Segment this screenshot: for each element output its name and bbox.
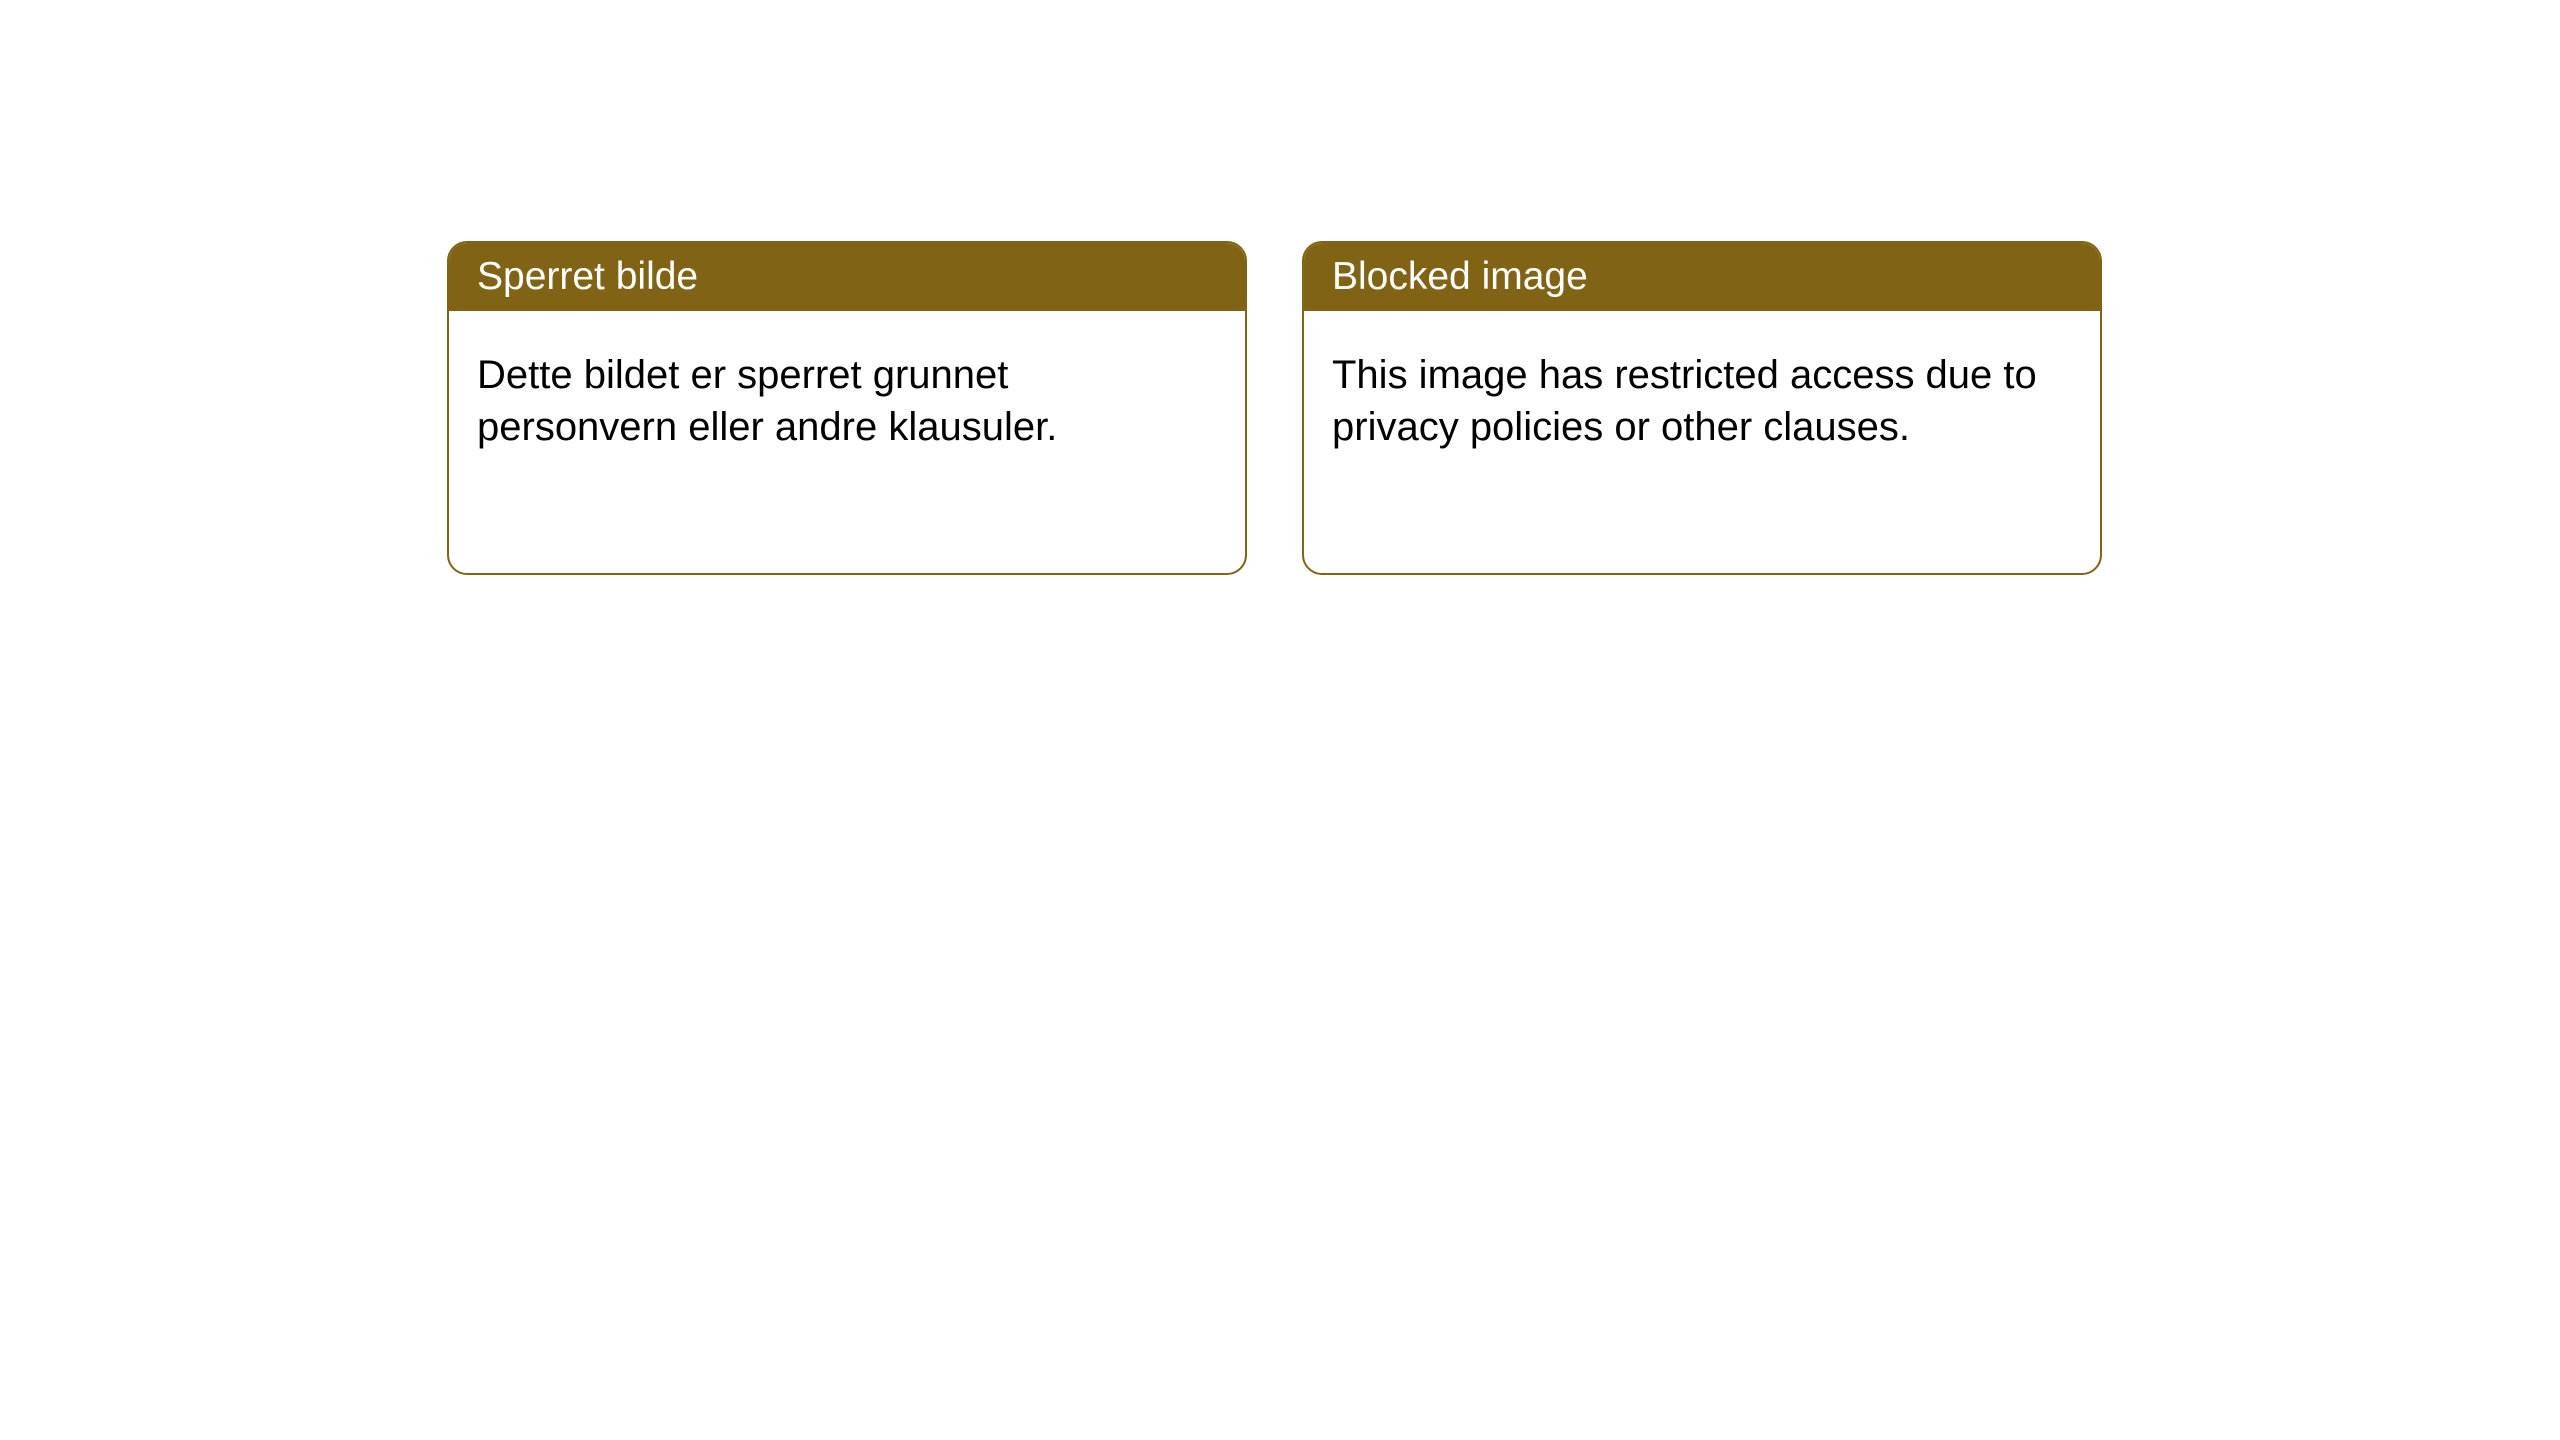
notice-card-norwegian: Sperret bilde Dette bildet er sperret gr… <box>447 241 1247 575</box>
notice-card-english: Blocked image This image has restricted … <box>1302 241 2102 575</box>
card-body-text: Dette bildet er sperret grunnet personve… <box>477 353 1057 449</box>
card-title: Blocked image <box>1332 255 1588 298</box>
card-body: This image has restricted access due to … <box>1304 311 2100 491</box>
card-body: Dette bildet er sperret grunnet personve… <box>449 311 1245 491</box>
card-title: Sperret bilde <box>477 255 698 298</box>
card-header: Blocked image <box>1304 243 2100 311</box>
card-body-text: This image has restricted access due to … <box>1332 353 2037 449</box>
card-header: Sperret bilde <box>449 243 1245 311</box>
notice-card-container: Sperret bilde Dette bildet er sperret gr… <box>447 241 2102 575</box>
